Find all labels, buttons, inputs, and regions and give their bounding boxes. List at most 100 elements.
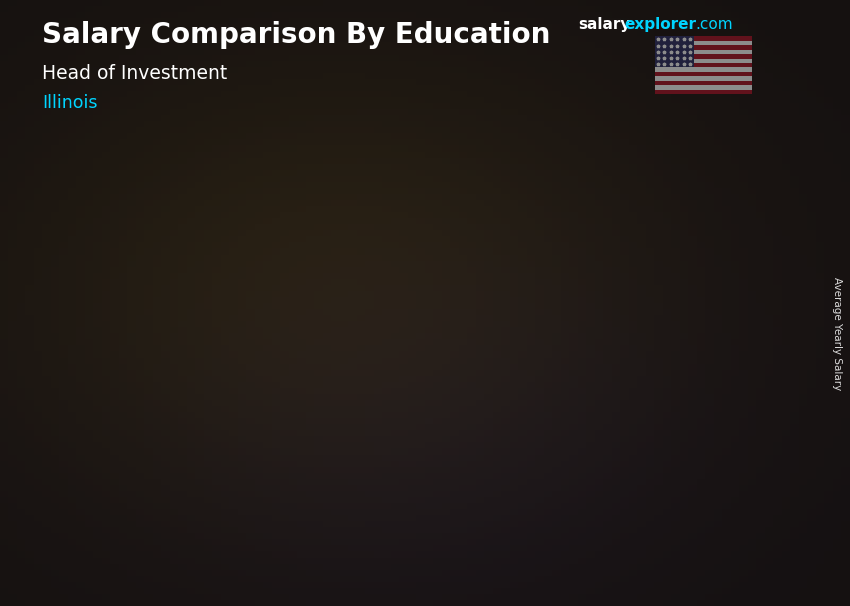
Bar <box>295 342 368 345</box>
Bar <box>635 383 708 388</box>
Bar <box>465 321 538 325</box>
Bar <box>125 510 198 513</box>
Bar <box>125 442 198 445</box>
Bar <box>635 347 708 353</box>
Bar <box>125 356 198 362</box>
Bar <box>635 281 708 287</box>
Text: +15%: +15% <box>215 267 278 286</box>
Bar <box>465 483 538 487</box>
Bar <box>125 507 198 510</box>
Bar <box>465 402 538 406</box>
Bar <box>465 268 538 278</box>
Bar <box>465 474 538 479</box>
Bar <box>635 221 708 225</box>
Bar <box>295 365 368 368</box>
Bar <box>635 241 708 246</box>
Bar <box>635 307 708 312</box>
Bar <box>295 393 368 396</box>
Bar <box>295 401 368 404</box>
Text: 129,000 USD: 129,000 USD <box>262 316 348 328</box>
Bar <box>635 317 708 322</box>
Bar <box>654 63 752 67</box>
Bar <box>198 359 213 515</box>
Bar <box>295 350 368 353</box>
Bar <box>125 380 198 382</box>
Bar <box>125 411 198 414</box>
Bar <box>125 484 198 487</box>
Bar <box>635 297 708 302</box>
Bar <box>465 390 538 394</box>
Bar <box>295 488 368 491</box>
Bar <box>635 454 708 459</box>
Bar <box>635 470 708 474</box>
Bar <box>295 509 368 512</box>
Bar <box>635 342 708 347</box>
Bar <box>654 59 752 63</box>
Bar <box>635 388 708 393</box>
Bar <box>465 386 538 390</box>
Bar <box>465 350 538 354</box>
Bar <box>465 362 538 366</box>
Bar <box>635 485 708 490</box>
Bar <box>465 293 538 297</box>
Bar <box>295 413 368 416</box>
Bar <box>125 393 198 396</box>
Bar <box>295 452 368 455</box>
Bar <box>465 415 538 418</box>
Bar <box>465 277 538 281</box>
Bar <box>635 510 708 515</box>
Bar <box>125 491 198 494</box>
Text: 112,000 USD: 112,000 USD <box>92 339 178 352</box>
Bar <box>654 50 752 54</box>
Bar <box>125 408 198 411</box>
Bar <box>295 476 368 479</box>
Text: 219,000 USD: 219,000 USD <box>602 190 688 204</box>
Bar <box>295 461 368 464</box>
Bar <box>465 297 538 301</box>
Bar <box>635 225 708 231</box>
Bar <box>295 444 368 446</box>
Bar <box>654 85 752 90</box>
Bar <box>125 502 198 505</box>
Bar <box>465 438 538 442</box>
Bar <box>295 497 368 500</box>
Bar <box>635 449 708 454</box>
Bar <box>465 426 538 430</box>
Text: Head of Investment: Head of Investment <box>42 64 228 82</box>
Bar <box>465 330 538 333</box>
Bar <box>635 500 708 505</box>
Bar <box>635 246 708 251</box>
Bar <box>295 353 368 356</box>
Bar <box>465 301 538 305</box>
Bar <box>465 495 538 499</box>
Bar <box>654 41 752 45</box>
Bar <box>125 463 198 466</box>
Bar <box>295 422 368 425</box>
Bar <box>295 464 368 467</box>
Bar <box>368 336 383 515</box>
Bar <box>125 473 198 476</box>
Bar <box>125 422 198 424</box>
Bar <box>125 432 198 435</box>
Bar <box>465 467 538 471</box>
Bar <box>295 410 368 413</box>
Bar <box>125 414 198 416</box>
Text: Illinois: Illinois <box>42 94 98 112</box>
Bar <box>635 291 708 297</box>
Bar <box>635 439 708 444</box>
Text: High School: High School <box>121 540 202 554</box>
Bar <box>635 490 708 494</box>
Bar <box>295 390 368 393</box>
Bar <box>635 210 708 215</box>
Bar <box>708 210 723 515</box>
Bar <box>295 431 368 435</box>
Bar <box>635 408 708 413</box>
Bar <box>635 464 708 470</box>
Bar <box>125 440 198 442</box>
Bar <box>465 406 538 410</box>
Bar <box>295 479 368 482</box>
Bar <box>635 358 708 363</box>
Bar <box>295 425 368 428</box>
Bar <box>125 398 198 401</box>
Bar <box>125 430 198 432</box>
